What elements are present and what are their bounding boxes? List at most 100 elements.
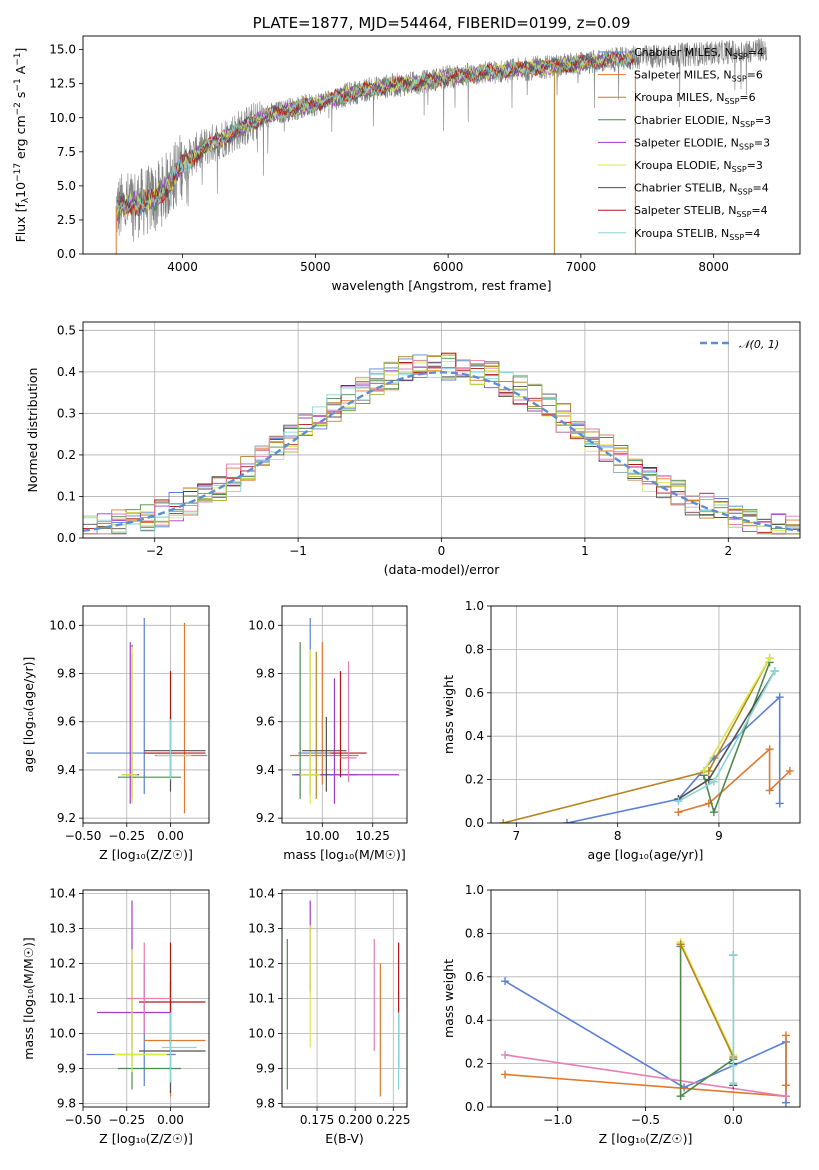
errorbar-salpeter-stelib bbox=[144, 671, 206, 778]
y-tick-label: 10.3 bbox=[248, 922, 275, 936]
y-tick-label: 0.1 bbox=[57, 489, 76, 503]
y-tick-label: 10.2 bbox=[49, 957, 76, 971]
y-tick-label: 10.0 bbox=[49, 111, 76, 125]
y-tick-label: 1.0 bbox=[465, 883, 484, 897]
mass-weight-series-chabrier-stelib bbox=[674, 667, 779, 804]
legend-entry: 𝒩(0, 1) bbox=[739, 338, 779, 351]
x-tick-label: 0.0 bbox=[724, 1113, 743, 1127]
y-tick-label: 9.6 bbox=[57, 715, 76, 729]
plot-area-residuals bbox=[83, 352, 800, 535]
y-tick-label: 12.5 bbox=[49, 77, 76, 91]
errorbar-chabrier-miles bbox=[86, 618, 176, 795]
errorbar-pink bbox=[340, 661, 357, 783]
y-tick-label: 0.3 bbox=[57, 406, 76, 420]
model-spectrum-kroupa-miles bbox=[115, 51, 635, 216]
plot-area-mass_vs_Z bbox=[86, 900, 206, 1097]
y-tick-label: 9.2 bbox=[57, 811, 76, 825]
axes-age_vs_mass: 10.00 10.25 9.2 9.4 9.6 9.8 10.0 mass [log₁₀(M/… bbox=[248, 605, 408, 862]
y-tick-label: 9.8 bbox=[256, 667, 275, 681]
x-axis-label: Z [log₁₀(Z/Z☉)] bbox=[99, 1131, 193, 1146]
axes-frame bbox=[490, 605, 801, 824]
x-tick-label: 10.25 bbox=[356, 829, 390, 843]
errorbar-chabrier-miles bbox=[298, 618, 343, 795]
observed-spectrum bbox=[115, 38, 767, 242]
x-tick-label: 0.225 bbox=[376, 1113, 410, 1127]
marker bbox=[699, 766, 708, 775]
y-tick-label: 0.4 bbox=[465, 729, 484, 743]
marker bbox=[676, 940, 685, 949]
legend: Chabrier MILES, NSSP=4 Salpeter MILES, NS… bbox=[598, 46, 771, 242]
y-tick-label: 9.8 bbox=[256, 1097, 275, 1111]
axes-mass_vs_EBV: 0.175 0.200 0.225 9.8 9.9 10.0 10.1 10.2 10.3 10.… bbox=[248, 887, 410, 1147]
x-tick-label: −0.5 bbox=[631, 1113, 660, 1127]
y-tick-label: 10.0 bbox=[248, 1027, 275, 1041]
y-tick-label: 1.0 bbox=[465, 599, 484, 613]
y-axis-label: Normed distribution bbox=[25, 368, 40, 493]
model-spectrum-chabrier-stelib bbox=[115, 51, 635, 217]
legend: 𝒩(0, 1) bbox=[700, 338, 779, 351]
x-axis-label: (data-model)/error bbox=[384, 562, 501, 577]
y-tick-label: 0.0 bbox=[465, 816, 484, 830]
plot-area-spectrum bbox=[115, 38, 767, 254]
errorbar-salpeter-miles bbox=[144, 963, 206, 1097]
errorbar-chabrier-elodie bbox=[292, 642, 357, 799]
model-spectrum-salpeter-elodie bbox=[115, 49, 635, 222]
errorbar-chabrier-stelib bbox=[302, 716, 347, 792]
marker bbox=[775, 693, 784, 702]
mass-weight-series-kroupa-stelib bbox=[674, 667, 779, 806]
marker bbox=[729, 1079, 738, 1088]
errorbar-salpeter-stelib bbox=[139, 942, 206, 1044]
y-tick-label: 9.4 bbox=[57, 763, 76, 777]
y-axis-label: mass weight bbox=[441, 675, 456, 754]
plot-area-massweight_vs_Z bbox=[501, 938, 790, 1107]
y-tick-label: 9.2 bbox=[256, 811, 275, 825]
normal-distribution-curve bbox=[83, 371, 800, 532]
y-tick-label: 0.4 bbox=[57, 365, 76, 379]
y-axis-label: age [log₁₀(age/yr)] bbox=[21, 657, 36, 773]
x-tick-label: 8 bbox=[614, 829, 622, 843]
model-spectrum-chabrier-miles bbox=[115, 51, 635, 216]
y-tick-label: 9.8 bbox=[57, 667, 76, 681]
model-spectrum-salpeter-miles bbox=[115, 50, 635, 215]
x-tick-label: 0.00 bbox=[157, 1113, 184, 1127]
x-axis-label: Z [log₁₀(Z/Z☉)] bbox=[99, 847, 193, 862]
axes-frame bbox=[82, 35, 801, 255]
errorbar-kroupa-elodie bbox=[121, 646, 138, 804]
legend-entry: Chabrier MILES, NSSP=4 bbox=[634, 46, 764, 61]
plot-area-mass_vs_EBV bbox=[286, 900, 400, 1097]
errorbar-pink bbox=[126, 942, 171, 1034]
plot-area-age_vs_Z bbox=[86, 618, 208, 814]
errorbar-kroupa-elodie bbox=[300, 649, 321, 804]
marker bbox=[499, 819, 508, 823]
legend-entry: Chabrier STELIB, NSSP=4 bbox=[634, 182, 769, 197]
legend-entry: Kroupa MILES, NSSP=6 bbox=[634, 91, 756, 106]
x-tick-label: 7 bbox=[513, 829, 521, 843]
y-tick-label: 0.2 bbox=[57, 448, 76, 462]
x-axis-label: wavelength [Angstrom, rest frame] bbox=[331, 278, 551, 293]
marker bbox=[501, 977, 510, 986]
x-axis-label: mass [log₁₀(M/M☉)] bbox=[283, 847, 405, 862]
y-tick-label: 0.6 bbox=[465, 686, 484, 700]
errorbar-kroupa-stelib bbox=[156, 719, 192, 780]
x-tick-label: −2 bbox=[146, 544, 164, 558]
chart-title: PLATE=1877, MJD=54464, FIBERID=0199, z=0… bbox=[253, 14, 631, 32]
x-tick-label: 7000 bbox=[566, 260, 597, 274]
errorbar-salpeter-miles bbox=[154, 622, 208, 814]
marker bbox=[781, 1081, 790, 1090]
marker bbox=[674, 797, 683, 806]
marker bbox=[674, 808, 683, 817]
errorbar-salpeter-miles bbox=[290, 642, 359, 785]
y-tick-label: 0.0 bbox=[465, 1100, 484, 1114]
legend-entry: Chabrier ELODIE, NSSP=3 bbox=[634, 114, 771, 129]
axes-frame bbox=[281, 605, 408, 824]
legend-entry: Kroupa ELODIE, NSSP=3 bbox=[634, 159, 763, 174]
errorbar-chabrier-elodie bbox=[118, 960, 181, 1090]
x-tick-label: −1 bbox=[289, 544, 307, 558]
x-axis-label: Z [log₁₀(Z/Z☉)] bbox=[599, 1131, 693, 1146]
y-tick-label: 9.6 bbox=[256, 715, 275, 729]
y-tick-label: 0.0 bbox=[57, 247, 76, 261]
x-tick-label: −1.0 bbox=[543, 1113, 572, 1127]
marker bbox=[781, 1092, 790, 1101]
axes-spectrum: Chabrier MILES, NSSP=4 Salpeter MILES, NS… bbox=[13, 14, 801, 293]
